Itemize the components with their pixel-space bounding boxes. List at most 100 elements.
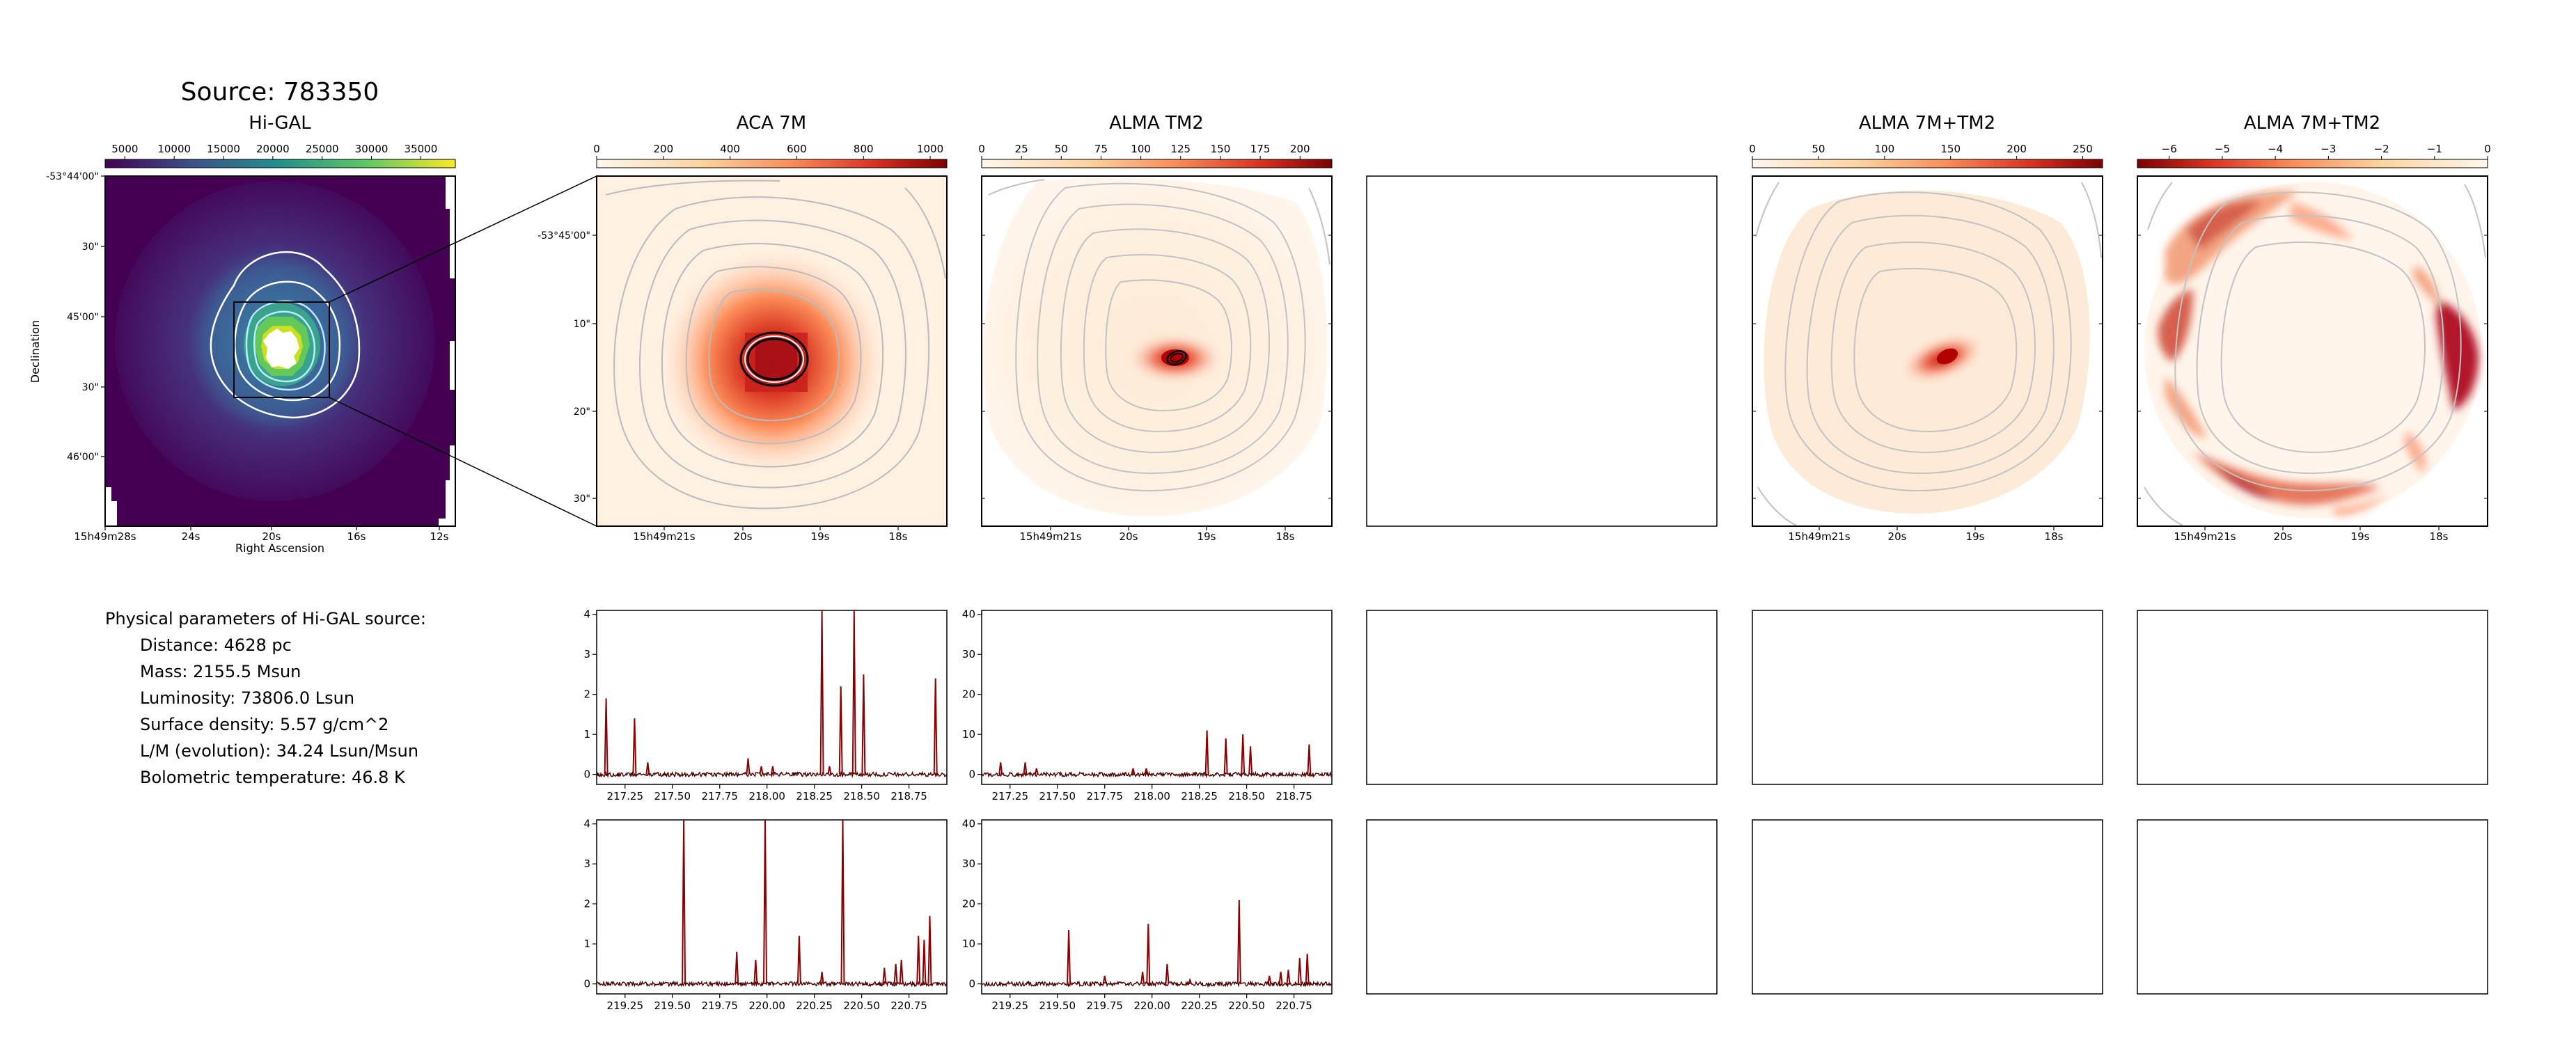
colorbar-tick-label: 25000: [306, 143, 339, 155]
spectrum-line: [1248, 746, 1253, 775]
map-xtick-label: 18s: [889, 530, 908, 543]
colorbar-tick-label: −4: [2268, 143, 2283, 155]
colorbar-tick-label: 175: [1250, 143, 1271, 155]
colorbar-tick-label: 20000: [256, 143, 290, 155]
tm2-map: [982, 176, 1332, 526]
spectrum-ytick-label: 40: [962, 608, 975, 621]
spectrum-xtick-label: 219.50: [1039, 999, 1076, 1012]
spectrum-line: [1140, 972, 1145, 984]
colorbar-tick-label: 200: [653, 143, 673, 155]
spectrum-xtick-label: 220.25: [1181, 999, 1218, 1012]
spectrum-baseline: [981, 980, 1333, 988]
map-xtick-label: 20s: [734, 530, 753, 543]
map-xtick-label: 15h49m21s: [1788, 530, 1850, 543]
map-ytick-label: 30": [82, 242, 99, 253]
combined-log-map: [2137, 176, 2488, 526]
colorbar-tick-label: 25: [1015, 143, 1028, 155]
param-mass: Mass: 2155.5 Msun: [140, 662, 301, 681]
map-xtick-label: 16s: [347, 530, 366, 543]
colorbar-tick-label: 30000: [355, 143, 388, 155]
colorbar-tick-label: 50: [1055, 143, 1068, 155]
higal-map: [105, 176, 455, 526]
spectrum-xtick-label: 218.00: [748, 790, 785, 802]
map-xtick-label: 20s: [1120, 530, 1138, 543]
map-xtick-label: 19s: [1197, 530, 1216, 543]
spectrum-xtick-label: 220.00: [1133, 999, 1170, 1012]
colorbar-tick-label: 0: [2484, 143, 2491, 155]
empty-spectrum-panel: [1752, 610, 2103, 785]
colorbar-tick-label: −5: [2215, 143, 2230, 155]
map-xtick-label: 15h49m28s: [74, 530, 136, 543]
map-ytick-label: -53°44'00": [46, 171, 99, 182]
spectrum-line: [1165, 963, 1170, 984]
map-ytick-label: 10": [574, 319, 590, 330]
spectrum-line: [1144, 768, 1149, 775]
spectrum-panel-aca-upper: [596, 610, 948, 785]
spectrum-line: [1034, 768, 1039, 775]
map-ytick-label: 45'00": [67, 312, 99, 323]
spectrum-xtick-label: 217.75: [701, 790, 738, 802]
spectrum-ytick-label: 30: [962, 648, 975, 661]
spectrum-line: [838, 686, 843, 775]
spectrum-line: [893, 963, 898, 984]
tm2-frame: [981, 175, 1333, 527]
spectrum-line: [1023, 762, 1028, 775]
spectrum-ytick-label: 0: [583, 768, 590, 781]
higal-frame: [104, 175, 456, 527]
spectrum-line: [1241, 734, 1246, 775]
spectrum-xtick-label: 220.75: [1275, 999, 1312, 1012]
spectrum-ytick-label: 20: [962, 898, 975, 910]
spectrum-xtick-label: 218.50: [1228, 790, 1265, 802]
map-ytick-label: 46'00": [67, 452, 99, 463]
spectrum-ytick-label: 3: [583, 648, 590, 661]
spectrum-line: [1188, 977, 1193, 984]
spectrum-xtick-label: 217.75: [1086, 790, 1123, 802]
spectrum-baseline: [597, 770, 948, 779]
colorbar-tick-label: −2: [2374, 143, 2389, 155]
spectrum-line: [1307, 744, 1312, 775]
spectrum-ytick-label: 2: [583, 898, 590, 910]
panel-title-higal: Hi-GAL: [249, 113, 311, 134]
spectrum-xtick-label: 218.50: [843, 790, 880, 802]
spectrum-line: [632, 718, 637, 775]
spectrum-line: [1267, 975, 1272, 984]
colorbar-tick-label: 100: [1131, 143, 1151, 155]
spectrum-line: [998, 762, 1003, 775]
spectrum-ytick-label: 0: [968, 768, 975, 781]
zoom-lines: [329, 175, 597, 527]
spectrum-line: [1223, 738, 1228, 775]
spectrum-panel-aca-lower: [596, 819, 948, 995]
spectrum-line: [796, 935, 801, 984]
map-xtick-label: 19s: [811, 530, 830, 543]
combined-frame: [1752, 175, 2103, 527]
spectrum-line: [1131, 768, 1136, 775]
spectrum-panel-tm2-upper: [981, 610, 1333, 785]
spectrum-xtick-label: 217.50: [1039, 790, 1076, 802]
param-bolometric-temperature: Bolometric temperature: 46.8 K: [140, 768, 405, 787]
spectrum-ytick-label: 30: [962, 857, 975, 870]
map-xtick-label: 19s: [2351, 530, 2370, 543]
colorbar-tick-label: 400: [720, 143, 740, 155]
spectrum-line: [735, 951, 739, 984]
spectrum-line: [746, 758, 751, 775]
spectrum-xtick-label: 217.25: [992, 790, 1029, 802]
spectrum-line: [645, 762, 650, 775]
colorbar-aca7m: 0 200 400 600 800 1000: [593, 143, 948, 168]
spectrum-xtick-label: 219.25: [992, 999, 1029, 1012]
params-heading: Physical parameters of Hi-GAL source:: [105, 609, 426, 628]
map-ytick-label: 30": [574, 493, 590, 505]
colorbar-tick-label: 35000: [405, 143, 438, 155]
spectrum-line: [916, 935, 921, 984]
spectrum-xtick-label: 220.75: [890, 999, 927, 1012]
spectrum-xtick-label: 217.25: [607, 790, 644, 802]
spectrum-xtick-label: 218.25: [1181, 790, 1218, 802]
spectrum-panel-tm2-lower: [981, 819, 1333, 995]
map-xtick-label: 18s: [2430, 530, 2449, 543]
spectrum-xtick-label: 220.25: [796, 999, 833, 1012]
spectrum-line: [753, 960, 758, 984]
spectrum-line: [763, 819, 767, 984]
spectrum-xtick-label: 219.75: [701, 999, 738, 1012]
map-xtick-label: 15h49m21s: [633, 530, 695, 543]
combined-map: [1752, 176, 2103, 526]
